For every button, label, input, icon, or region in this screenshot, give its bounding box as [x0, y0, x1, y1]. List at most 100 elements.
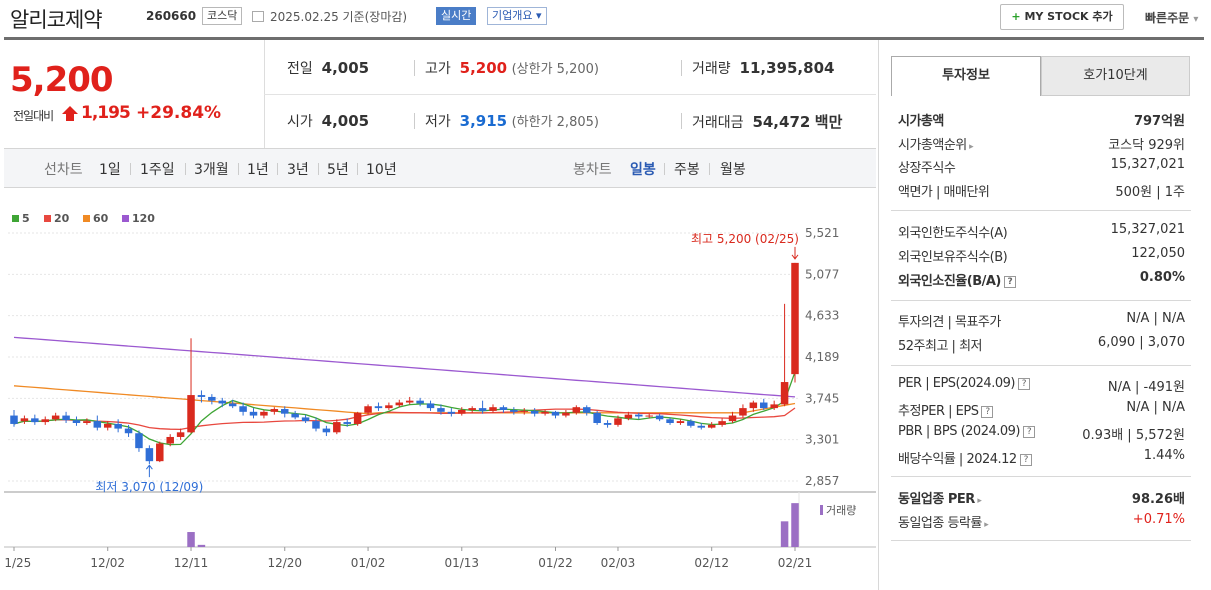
section-divider	[891, 300, 1191, 301]
realtime-tag[interactable]: 실시간	[436, 7, 477, 25]
x-tick-label: 02/03	[601, 556, 636, 570]
candle-body	[510, 409, 518, 412]
candle-body	[707, 424, 716, 428]
help-icon[interactable]: ?	[1022, 425, 1035, 438]
x-tick-label: 01/13	[444, 556, 479, 570]
y-tick-label: 4,189	[805, 350, 839, 364]
stat-prev-label: 전일	[287, 61, 313, 77]
chevron-down-icon: ▾	[1193, 14, 1199, 25]
invest-row-label: 외국인한도주식수(A)	[898, 226, 1008, 241]
invest-row-label: 배당수익률 | 2024.12?	[898, 448, 1032, 467]
fast-order-label: 빠른주문	[1145, 11, 1190, 25]
help-icon[interactable]: ?	[1003, 275, 1016, 288]
chart-tab-bar: 선차트 1일 1주일 3개월 1년 3년 5년 10년 봉차트 일봉 주봉 월봉	[4, 148, 876, 188]
invest-row-value: 15,327,021	[1110, 222, 1185, 237]
y-tick-label: 3,301	[805, 433, 839, 447]
candle-body	[687, 421, 695, 426]
tab-invest-info[interactable]: 투자정보	[891, 56, 1041, 96]
tab-5y[interactable]: 5년	[327, 162, 349, 178]
tab-10y[interactable]: 10년	[366, 162, 397, 178]
price-chart[interactable]: 5,521 5,077 4,633 4,189 3,745 3,301 2,857 11/25…	[4, 222, 876, 590]
invest-row-label[interactable]: 동일업종 등락률 ▸	[898, 516, 989, 531]
invest-row-label[interactable]: 시가총액순위 ▸	[898, 138, 974, 153]
stat-amount-unit: 백만	[814, 113, 843, 131]
change-value: 1,195	[81, 103, 131, 123]
change-label: 전일대비	[13, 109, 54, 123]
invest-row-label: 액면가 | 매매단위	[898, 185, 990, 200]
help-icon[interactable]: ?	[1017, 377, 1030, 390]
help-icon[interactable]: ?	[1019, 453, 1032, 466]
tab-1d[interactable]: 1일	[99, 162, 121, 178]
line-chart-label: 선차트	[44, 162, 83, 178]
candle-body	[624, 414, 633, 419]
company-overview-dropdown[interactable]: 기업개요 ▾	[487, 7, 547, 25]
legend-swatch	[83, 215, 90, 222]
invest-row-value: N/A | N/A	[1126, 400, 1185, 415]
invest-row-value: 122,050	[1131, 246, 1185, 261]
tab-1y[interactable]: 1년	[247, 162, 269, 178]
stat-amount-value: 54,472	[752, 113, 811, 131]
legend-swatch	[12, 215, 19, 222]
separator	[681, 60, 682, 76]
current-price: 5,200	[10, 60, 114, 100]
candle-body	[603, 423, 612, 425]
help-icon[interactable]: ?	[981, 405, 994, 418]
add-mystock-button[interactable]: + MY STOCK 추가	[1000, 4, 1124, 30]
stat-high-label: 고가	[425, 61, 451, 77]
tab-orderbook[interactable]: 호가10단계	[1041, 56, 1190, 96]
x-tick-label: 02/12	[694, 556, 729, 570]
candle-body	[249, 411, 258, 416]
candle-body	[770, 404, 778, 409]
invest-row-label[interactable]: 동일업종 PER ▸	[898, 492, 982, 507]
tab-daily[interactable]: 일봉	[630, 162, 656, 178]
candle-body	[499, 407, 508, 410]
invest-row-value: 1.44%	[1143, 448, 1185, 463]
candle-body	[791, 262, 799, 375]
stat-amount-label: 거래대금	[692, 115, 744, 131]
high-arrow-icon	[791, 246, 799, 260]
invest-row: PBR | BPS (2024.09)? 0.93배 | 5,572원	[898, 424, 1185, 444]
invest-row-label: 외국인보유주식수(B)	[898, 250, 1008, 265]
tab-monthly[interactable]: 월봉	[720, 162, 746, 178]
candle-body	[114, 423, 122, 429]
candle-body	[728, 415, 737, 422]
stat-volume: 거래량 11,395,804	[692, 58, 834, 78]
tab-3m[interactable]: 3개월	[194, 162, 229, 178]
invest-row: 동일업종 PER ▸ 98.26배	[898, 488, 1185, 508]
arrow-right-icon: ▸	[974, 496, 982, 506]
candle-body	[228, 403, 237, 407]
invest-row-label: 상장주식수	[898, 161, 956, 176]
stat-lower-limit: (하한가 2,805)	[511, 115, 599, 130]
invest-row: 시가총액순위 ▸ 코스닥 929위	[898, 134, 1185, 154]
tab-weekly[interactable]: 주봉	[674, 162, 700, 178]
ma120-line	[13, 336, 796, 398]
volume-bar	[791, 503, 799, 547]
invest-row: 동일업종 등락률 ▸ +0.71%	[898, 512, 1185, 532]
invest-row-value: 797억원	[1133, 114, 1185, 129]
calendar-icon	[252, 11, 264, 22]
stat-volume-label: 거래량	[692, 61, 731, 77]
tab-1w[interactable]: 1주일	[140, 162, 175, 178]
stat-open: 시가 4,005	[287, 111, 369, 131]
fast-order-button[interactable]: 빠른주문 ▾	[1145, 9, 1198, 26]
candle-body	[291, 413, 299, 418]
stat-low-value: 3,915	[459, 112, 508, 130]
candle-body	[93, 421, 102, 428]
low-annotation: 최저 3,070 (12/09)	[95, 480, 203, 494]
header-divider	[4, 37, 1204, 40]
candle-body	[582, 407, 591, 413]
tab-3y[interactable]: 3년	[287, 162, 309, 178]
invest-row-value: 0.80%	[1139, 270, 1185, 285]
y-tick-label: 5,521	[805, 226, 839, 240]
candle-body	[676, 421, 685, 424]
stats-divider	[264, 94, 876, 95]
separator	[681, 113, 682, 129]
candle-body	[166, 436, 174, 444]
candle-body	[541, 411, 549, 414]
invest-row: PER | EPS(2024.09)? N/A | -491원	[898, 376, 1185, 396]
candle-body	[489, 407, 497, 411]
high-annotation: 최고 5,200 (02/25)	[691, 232, 799, 246]
stock-name: 알리코제약	[10, 8, 103, 32]
candle-body	[478, 408, 487, 411]
stat-high: 고가 5,200 (상한가 5,200)	[425, 58, 599, 78]
